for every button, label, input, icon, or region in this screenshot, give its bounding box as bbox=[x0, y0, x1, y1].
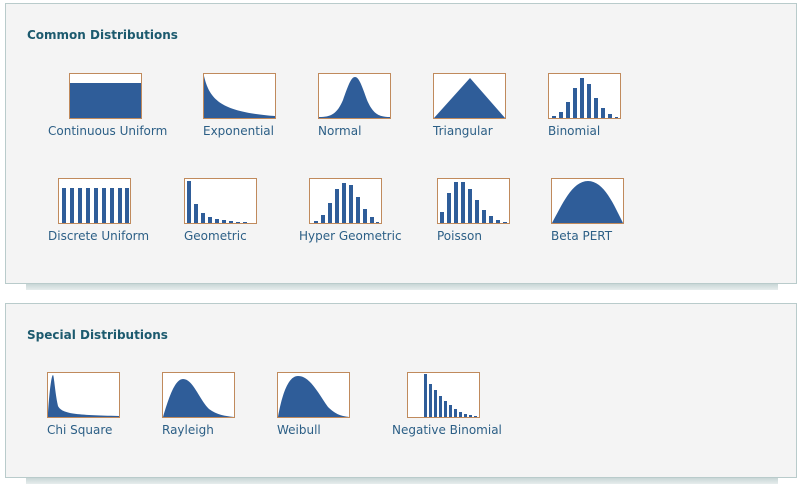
distribution-label: Negative Binomial bbox=[392, 423, 502, 437]
distribution-label: Triangular bbox=[433, 124, 493, 138]
distribution-label: Chi Square bbox=[47, 423, 113, 437]
distribution-label: Weibull bbox=[277, 423, 321, 437]
exponential-icon bbox=[203, 73, 276, 119]
distribution-label: Rayleigh bbox=[162, 423, 214, 437]
discrete-uniform-icon bbox=[58, 178, 131, 224]
distribution-label: Hyper Geometric bbox=[299, 229, 402, 243]
distribution-label: Geometric bbox=[184, 229, 247, 243]
negative-binomial-icon bbox=[407, 372, 480, 418]
distribution-label: Continuous Uniform bbox=[48, 124, 168, 138]
beta-pert-icon bbox=[551, 178, 624, 224]
distribution-label: Normal bbox=[318, 124, 362, 138]
rayleigh-icon bbox=[162, 372, 235, 418]
chi-square-icon bbox=[47, 372, 120, 418]
distribution-label: Discrete Uniform bbox=[48, 229, 150, 243]
weibull-icon bbox=[277, 372, 350, 418]
poisson-icon bbox=[437, 178, 510, 224]
common-panel-shadow bbox=[26, 284, 778, 290]
distribution-label: Beta PERT bbox=[551, 229, 613, 243]
common-distributions-title: Common Distributions bbox=[27, 28, 178, 42]
geometric-icon bbox=[184, 178, 257, 224]
common-distributions-panel: Common Distributions Continuous Uniform … bbox=[5, 3, 797, 284]
distribution-label: Poisson bbox=[437, 229, 482, 243]
normal-icon bbox=[318, 73, 391, 119]
distribution-label: Binomial bbox=[548, 124, 601, 138]
distribution-label: Exponential bbox=[203, 124, 274, 138]
special-distributions-panel: Special Distributions Chi Square Rayleig… bbox=[5, 303, 797, 478]
triangular-icon bbox=[433, 73, 506, 119]
special-panel-shadow bbox=[26, 478, 778, 484]
special-distributions-title: Special Distributions bbox=[27, 328, 168, 342]
binomial-icon bbox=[548, 73, 621, 119]
continuous-uniform-icon bbox=[69, 73, 142, 119]
hyper-geometric-icon bbox=[309, 178, 382, 224]
